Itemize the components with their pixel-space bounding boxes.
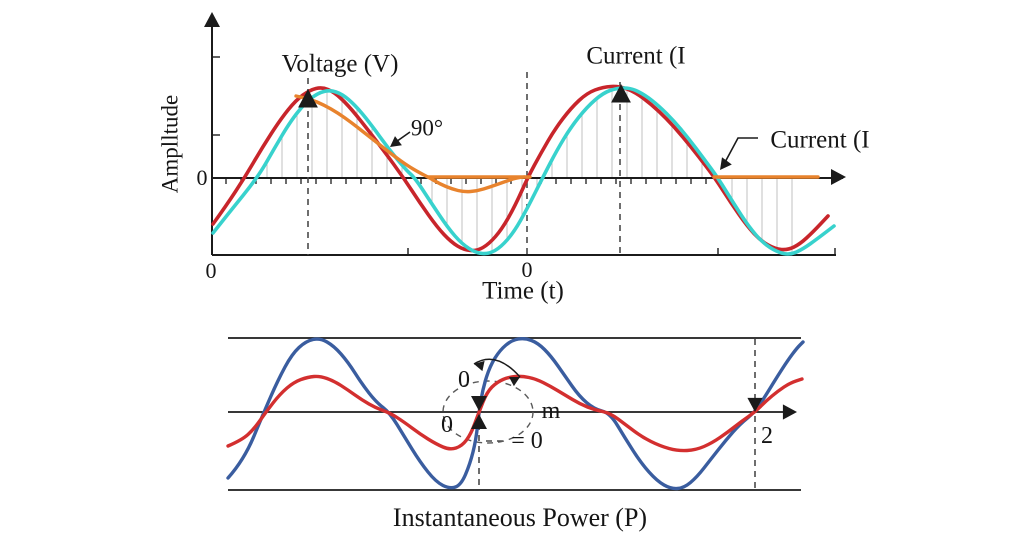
x-zero-label: 0 [521,257,533,282]
current-label-right: Current (I [770,126,870,154]
power-two-label: 2 [761,423,773,449]
power-zero-left-label: 0 [441,412,453,438]
voltage-label: Voltage (V) [281,50,399,78]
y-zero-label: 0 [196,165,208,190]
phase-90deg-label: 90° [410,115,444,141]
power-title: Instantaneous Power (P) [392,503,648,532]
power-m-label: m [541,398,561,424]
power-zero-upper-label: 0 [458,367,470,393]
power-eq-zero-label: = 0 [511,428,543,454]
y-axis-label: Amplltude [157,94,183,194]
current-label-top: Current (I [586,42,686,70]
origin-zero-label: 0 [205,258,217,283]
x-axis-label: Time (t) [482,277,564,305]
